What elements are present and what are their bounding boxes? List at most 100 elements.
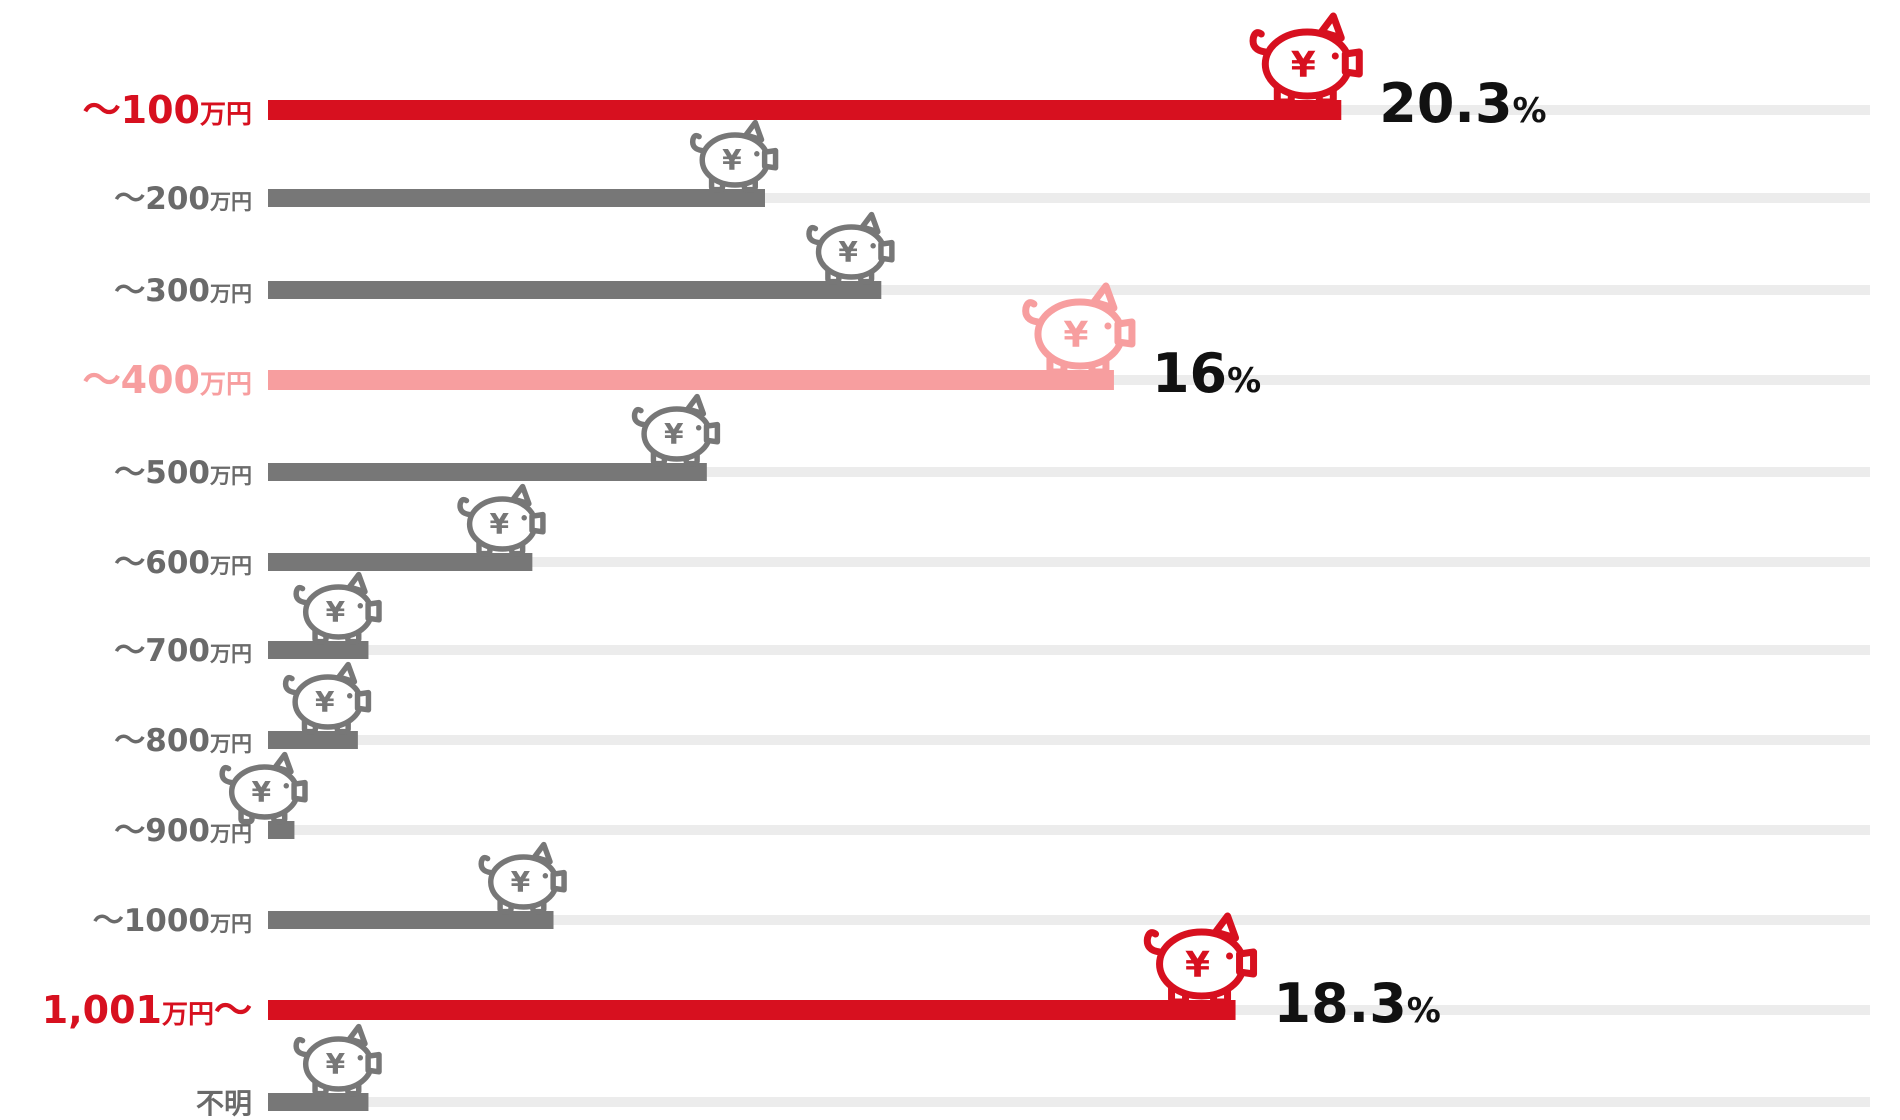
bar-row: ¥〜900万円 xyxy=(114,751,1870,849)
piggy-bank-yen-icon: ¥ xyxy=(1249,12,1363,106)
bar-row: ¥ 〜500万円 xyxy=(114,393,1870,491)
piggy-bank-yen-icon: ¥ xyxy=(806,211,895,285)
piggy-bank-yen-icon: ¥ xyxy=(282,661,372,735)
category-label: 〜500万円 xyxy=(114,455,252,491)
category-prefix: 〜 xyxy=(114,813,145,849)
value-unit: % xyxy=(1227,361,1261,401)
category-label: 〜800万円 xyxy=(114,723,252,759)
category-number: 800 xyxy=(145,723,210,759)
category-unit: 万円 xyxy=(209,554,252,578)
bar xyxy=(268,189,765,207)
bar-row: ¥ 〜200万円 xyxy=(114,119,1870,217)
category-number: 100 xyxy=(121,88,200,132)
bar-row: ¥ 〜700万円 xyxy=(114,571,1870,669)
category-prefix: 〜 xyxy=(83,88,121,132)
bar-track xyxy=(268,645,1870,655)
piggy-bank-yen-icon: ¥ xyxy=(293,1023,382,1097)
category-label: 〜200万円 xyxy=(114,181,252,217)
value-number: 16 xyxy=(1152,342,1227,405)
yen-symbol: ¥ xyxy=(838,236,858,269)
piggy-bank-yen-icon: ¥ xyxy=(1143,912,1258,1006)
yen-symbol: ¥ xyxy=(315,686,335,719)
value-unit: % xyxy=(1513,91,1547,131)
category-unit: 万円 xyxy=(209,282,252,306)
bar xyxy=(268,281,882,299)
category-unit: 万円 xyxy=(209,912,252,936)
category-label: 〜300万円 xyxy=(114,273,252,309)
category-unit: 万円 xyxy=(209,732,252,756)
category-unit: 万円 xyxy=(200,370,252,400)
yen-symbol: ¥ xyxy=(1291,45,1316,86)
category-number: 900 xyxy=(145,813,210,849)
piggy-bank-yen-icon: ¥ xyxy=(631,393,721,467)
category-unit: 万円 xyxy=(200,100,252,130)
category-number: 500 xyxy=(145,455,210,491)
piggy-bank-yen-icon: ¥ xyxy=(478,841,567,915)
bar-track xyxy=(268,735,1870,745)
category-prefix: 〜 xyxy=(114,181,145,217)
category-prefix: 〜 xyxy=(93,903,124,939)
category-number: 1,001 xyxy=(42,988,162,1032)
category-unit: 万円 xyxy=(209,822,252,846)
category-label: 1,001万円〜 xyxy=(42,988,252,1032)
category-prefix: 〜 xyxy=(114,545,145,581)
piggy-bank-yen-icon: ¥ xyxy=(1022,282,1136,376)
bar xyxy=(268,731,358,749)
bar-track xyxy=(268,915,1870,925)
bar-row: ¥ 不明 xyxy=(196,1023,1870,1120)
category-unit: 万円 xyxy=(162,1000,214,1030)
yen-symbol: ¥ xyxy=(1063,315,1088,356)
value-number: 20.3 xyxy=(1379,72,1512,135)
category-unit: 万円 xyxy=(209,464,252,488)
yen-symbol: ¥ xyxy=(489,508,509,541)
bar-row: ¥ 〜800万円 xyxy=(114,661,1870,759)
value-label: 20.3% xyxy=(1379,72,1546,135)
bar-track xyxy=(268,193,1870,203)
bar-row: ¥ 〜400万円 xyxy=(83,282,1870,402)
bar xyxy=(268,1093,369,1111)
piggy-bank-yen-icon: ¥ xyxy=(457,483,546,557)
bar xyxy=(268,821,295,839)
bar-row: ¥1,001万円〜 xyxy=(42,912,1870,1032)
category-prefix: 〜 xyxy=(114,723,145,759)
value-label: 16% xyxy=(1152,342,1261,405)
category-prefix: 〜 xyxy=(114,633,145,669)
bar-track xyxy=(268,557,1870,567)
category-unit: 万円 xyxy=(209,190,252,214)
category-label: 〜400万円 xyxy=(83,358,252,402)
category-prefix: 〜 xyxy=(114,455,145,491)
bar xyxy=(268,1000,1236,1020)
category-prefix: 〜 xyxy=(83,358,121,402)
bar xyxy=(268,463,707,481)
yen-symbol: ¥ xyxy=(252,776,272,809)
category-unit: 不明 xyxy=(196,1087,252,1120)
category-prefix: 〜 xyxy=(114,273,145,309)
category-label: 〜900万円 xyxy=(114,813,252,849)
yen-symbol: ¥ xyxy=(664,418,684,451)
piggy-bank-yen-icon: ¥ xyxy=(219,751,308,825)
category-label: 〜700万円 xyxy=(114,633,252,669)
bar xyxy=(268,370,1114,390)
category-label: 〜100万円 xyxy=(83,88,252,132)
value-number: 18.3 xyxy=(1274,972,1407,1035)
yen-symbol: ¥ xyxy=(326,596,346,629)
category-number: 1000 xyxy=(124,903,210,939)
value-unit: % xyxy=(1407,991,1441,1031)
yen-symbol: ¥ xyxy=(1185,945,1210,986)
category-number: 700 xyxy=(145,633,210,669)
bar-track xyxy=(268,825,1870,835)
category-suffix: 〜 xyxy=(214,988,252,1032)
bar-track xyxy=(268,1097,1870,1107)
category-label: 〜600万円 xyxy=(114,545,252,581)
category-number: 200 xyxy=(145,181,210,217)
bar-row: ¥ 〜600万円 xyxy=(114,483,1870,581)
piggy-bank-yen-icon: ¥ xyxy=(689,119,779,193)
bar xyxy=(268,911,554,929)
bar-row: ¥ 〜1000万円 xyxy=(93,841,1870,939)
yen-symbol: ¥ xyxy=(722,144,742,177)
bar xyxy=(268,553,533,571)
bar-row: ¥ 〜300万円 xyxy=(114,211,1870,309)
value-label: 18.3% xyxy=(1274,972,1441,1035)
piggy-bank-yen-icon: ¥ xyxy=(293,571,382,645)
yen-symbol: ¥ xyxy=(326,1048,346,1081)
